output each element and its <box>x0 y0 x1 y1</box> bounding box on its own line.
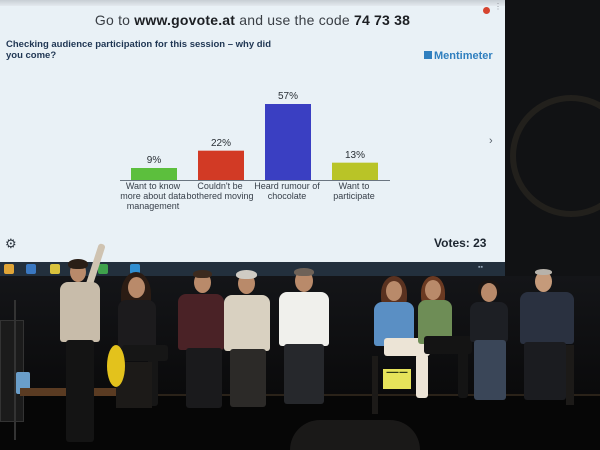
gear-icon[interactable]: ⚙ <box>5 236 17 251</box>
mentimeter-logo: Mentimeter <box>424 50 493 62</box>
browser-top-bar <box>0 0 505 6</box>
os-taskbar <box>0 262 505 276</box>
browser-menu-icon[interactable]: ⋮ <box>494 2 502 11</box>
bar-category-label-3: Heard rumour of chocolate <box>254 181 320 201</box>
join-instruction: Go to www.govote.at and use the code 74 … <box>94 12 411 28</box>
vote-url[interactable]: www.govote.at <box>134 12 236 28</box>
poll-question: Checking audience participation for this… <box>6 39 271 61</box>
skype-taskbar-icon[interactable] <box>130 264 140 274</box>
chart-baseline <box>120 180 390 181</box>
bar-category-label-4: Want to participate <box>333 181 375 201</box>
poll-bar-chart <box>131 104 378 180</box>
bar-4 <box>332 162 378 180</box>
votes-count: Votes: 23 <box>434 236 487 250</box>
table-sign: ▬▬▬ ▬▬ <box>383 369 411 389</box>
taskbar-clock: ▪▪ <box>478 264 483 271</box>
wall-ring-decoration <box>510 95 600 217</box>
bar-2 <box>198 150 244 180</box>
folder-taskbar-icon[interactable] <box>50 264 60 274</box>
mentimeter-logo-icon <box>424 51 432 59</box>
vote-code: 74 73 38 <box>353 12 411 28</box>
bar-value-label-3: 57% <box>277 91 298 102</box>
start-icon[interactable] <box>4 264 14 274</box>
yellow-balloon <box>107 345 125 387</box>
projection-screen <box>0 0 505 262</box>
microphone-stand <box>14 300 16 440</box>
bar-value-label-4: 13% <box>344 149 365 161</box>
browser-taskbar-icon[interactable] <box>26 264 36 274</box>
flower-arrangement <box>290 420 420 450</box>
bar-3 <box>265 104 311 180</box>
bar-value-label-1: 9% <box>146 155 162 166</box>
podium <box>0 320 24 422</box>
chevron-right-icon[interactable]: › <box>489 135 493 147</box>
chrome-taskbar-icon[interactable] <box>98 264 108 274</box>
bar-category-label-2: Couldn't be bothered moving <box>186 181 254 201</box>
bar-value-label-2: 22% <box>210 137 231 149</box>
bar-category-label-1: Want to know more about data management <box>120 181 186 211</box>
bar-1 <box>131 168 177 180</box>
browser-extension-icon[interactable] <box>483 7 490 14</box>
